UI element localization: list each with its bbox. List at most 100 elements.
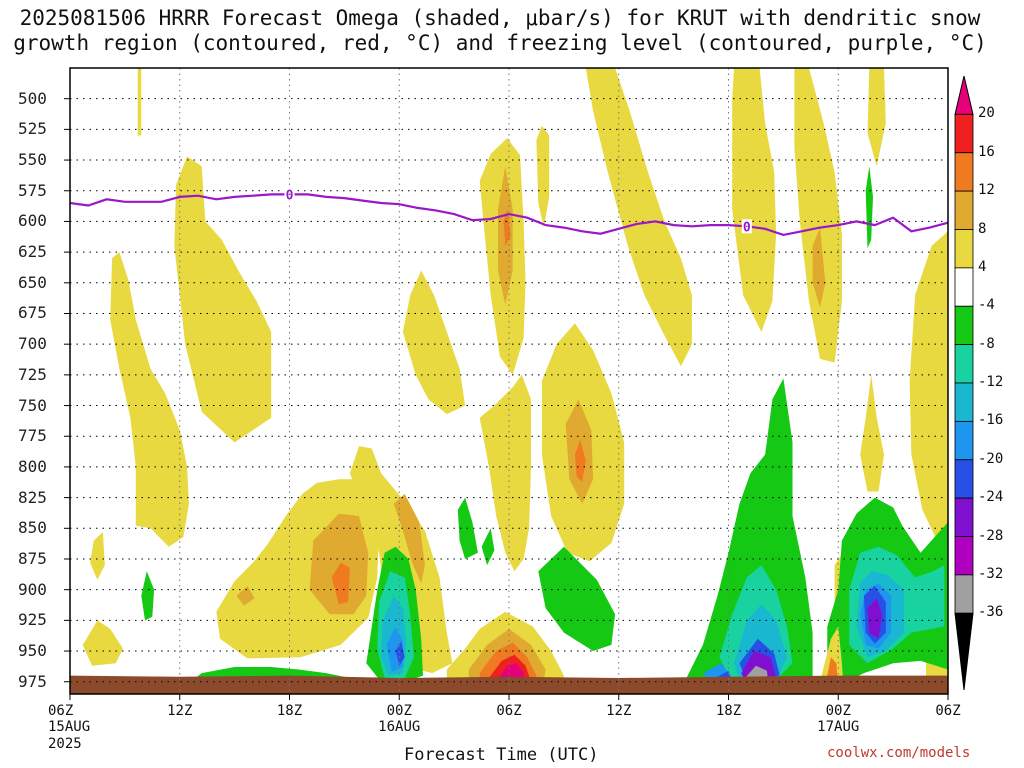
y-tick-label: 500: [18, 88, 47, 108]
omega-region-16: [909, 231, 948, 541]
chart-title: 2025081506 HRRR Forecast Omega (shaded, …: [0, 6, 1000, 56]
omega-region-3: [90, 532, 105, 580]
x-tick-date: 15AUG: [48, 719, 91, 735]
omega-region-13: [732, 68, 777, 332]
colorbar-tick-label: -20: [978, 450, 1004, 467]
colorbar-swatch: [954, 113, 974, 154]
omega-region-17: [860, 374, 884, 492]
freezing-level-label: 0: [743, 220, 751, 235]
omega-region-47: [395, 641, 405, 666]
y-tick-label: 625: [18, 242, 47, 262]
omega-region-28: [503, 209, 511, 246]
omega-region-21: [236, 586, 255, 606]
omega-region-2: [110, 252, 189, 547]
colorbar-tick-label: -32: [978, 565, 1004, 582]
freezing-label-bg: [284, 187, 295, 202]
x-tick-label: 18Z: [715, 703, 742, 719]
x-tick-date: 16AUG: [378, 719, 421, 735]
omega-region-14: [794, 68, 842, 363]
colorbar-swatch: [954, 420, 974, 461]
freezing-level-line: 00: [69, 187, 949, 237]
y-tick-label: 975: [18, 671, 47, 691]
omega-shaded-regions: [70, 68, 948, 694]
omega-region-31: [481, 528, 495, 566]
freezing-level-contour: [69, 193, 949, 237]
colorbar-tick-label: 4: [978, 258, 987, 275]
colorbar-tick-label: 20: [978, 105, 995, 122]
y-tick-label: 850: [18, 518, 47, 538]
x-tick-label: 12Z: [606, 703, 632, 719]
x-tick-label: 06Z: [496, 703, 522, 719]
colorbar-swatch: [954, 229, 974, 269]
omega-region-32: [538, 546, 616, 651]
colorbar-tick-label: -28: [978, 527, 1004, 544]
x-tick-label: 06Z: [48, 703, 74, 719]
colorbar-swatch: [954, 497, 974, 537]
omega-region-15: [867, 68, 886, 167]
colorbar-swatch: [954, 536, 974, 576]
omega-region-9: [479, 374, 531, 572]
colorbar-swatch: [954, 574, 974, 614]
y-tick-label: 525: [18, 119, 47, 139]
colorbar-swatch: [954, 190, 974, 230]
omega-region-7: [402, 270, 466, 415]
colorbar-swatch: [954, 344, 974, 384]
omega-region-22: [393, 493, 425, 584]
y-tick-label: 775: [18, 426, 47, 446]
colorbar-swatch: [954, 459, 974, 499]
y-tick-label: 875: [18, 548, 47, 568]
x-tick-label: 00Z: [825, 703, 851, 719]
omega-region-52: [867, 598, 883, 639]
colorbar-tick-label: -24: [978, 489, 1004, 506]
plot-frame: [69, 67, 949, 695]
colorbar-bottom-arrow: [954, 612, 974, 691]
y-tick-label: 925: [18, 610, 47, 630]
colorbar-top-arrow: [954, 75, 974, 115]
x-tick-label: 18Z: [276, 703, 303, 719]
freezing-level-label: 0: [286, 188, 294, 203]
omega-region-4: [82, 620, 123, 666]
colorbar-swatch: [954, 305, 974, 346]
colorbar-tick-label: -8: [978, 335, 995, 352]
y-tick-label: 575: [18, 180, 47, 200]
omega-region-0: [137, 68, 142, 136]
y-tick-label: 550: [18, 150, 47, 170]
title-line-2: growth region (contoured, red, °C) and f…: [13, 31, 987, 55]
y-tick-label: 600: [18, 211, 47, 231]
y-tick-label: 750: [18, 395, 47, 415]
grid-lines: [64, 68, 949, 700]
colorbar-tick-label: -16: [978, 412, 1004, 429]
y-tick-label: 900: [18, 579, 47, 599]
x-tick-date: 17AUG: [817, 719, 860, 735]
colorbar-tick-label: -12: [978, 374, 1004, 390]
omega-region-20: [309, 513, 369, 615]
x-tick-year: 2025: [48, 736, 82, 752]
y-tick-label: 825: [18, 487, 47, 507]
omega-region-25: [812, 227, 826, 308]
colorbar-swatch: [954, 152, 974, 192]
colorbar-tick-label: -4: [978, 297, 995, 314]
omega-region-27: [574, 439, 586, 482]
omega-region-26: [331, 562, 350, 605]
colorbar-tick-label: 12: [978, 182, 995, 199]
colorbar-swatch: [954, 382, 974, 422]
colorbar-tick-label: -36: [978, 604, 1004, 621]
y-tick-label: 700: [18, 334, 47, 354]
colorbar-tick-label: 8: [978, 220, 987, 237]
omega-region-37: [865, 166, 873, 249]
credit-text[interactable]: coolwx.com/models: [827, 745, 971, 761]
x-tick-label: 00Z: [386, 703, 412, 719]
colorbar-swatch: [954, 267, 974, 307]
y-tick-label: 650: [18, 272, 47, 292]
freezing-label-bg: [741, 219, 752, 234]
omega-region-29: [141, 571, 155, 621]
x-tick-label: 12Z: [167, 703, 193, 719]
omega-region-1: [174, 156, 272, 443]
y-tick-label: 950: [18, 641, 47, 661]
colorbar-tick-label: 16: [978, 143, 995, 160]
omega-region-12: [585, 68, 692, 367]
x-tick-label: 06Z: [935, 703, 961, 719]
y-tick-label: 725: [18, 364, 47, 384]
colorbar: [954, 75, 974, 691]
